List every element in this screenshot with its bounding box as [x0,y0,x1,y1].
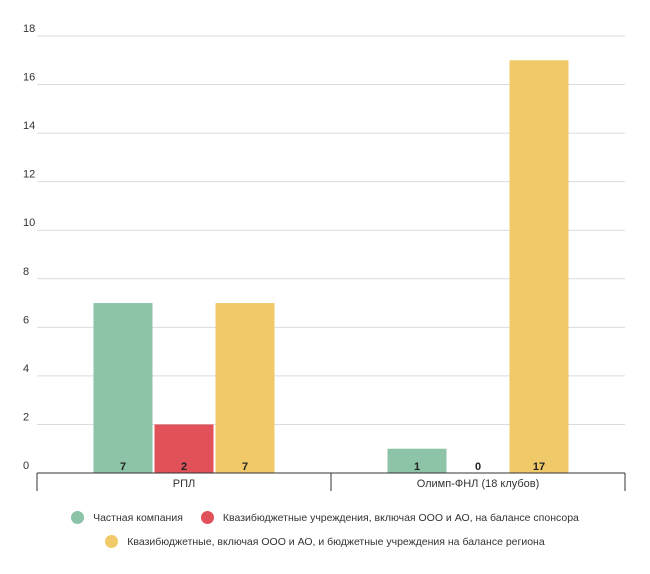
legend-swatch-private [71,511,85,524]
y-tick-label: 8 [23,266,29,278]
x-tick-label: РПЛ [173,478,195,490]
data-label: 17 [533,461,545,473]
legend-swatch-region [105,535,119,548]
bar [154,424,214,473]
legend-label-private: Частная компания [93,511,183,524]
bar [215,303,275,473]
data-label: 1 [414,461,420,473]
y-tick-label: 2 [23,411,29,423]
legend-label-region: Квазибюджетные, включая ООО и АО, и бюдж… [127,535,545,548]
data-label: 7 [242,461,248,473]
y-tick-label: 10 [23,217,35,229]
bars: 7 2 7 1 0 17 [93,60,569,474]
y-axis-ticks: 0 2 4 6 8 10 12 14 16 18 [23,23,35,472]
x-tick-label: Олимп-ФНЛ (18 клубов) [417,478,540,490]
bar [93,303,153,473]
data-label: 2 [181,461,187,473]
y-tick-label: 12 [23,169,35,181]
legend-item-region: Квазибюджетные, включая ООО и АО, и бюдж… [105,535,545,548]
y-tick-label: 18 [23,23,35,35]
y-tick-label: 16 [23,72,35,84]
x-axis: РПЛ Олимп-ФНЛ (18 клубов) [36,472,626,491]
legend-swatch-sponsor [200,511,214,524]
y-tick-label: 4 [23,363,29,375]
y-tick-label: 14 [23,120,35,132]
bar [387,448,447,473]
y-tick-label: 6 [23,314,29,326]
legend-label-sponsor: Квазибюджетные учреждения, включая ООО и… [222,511,579,524]
legend-row-1: Частная компания Квазибюджетные учрежден… [0,511,650,524]
y-tick-label: 0 [23,460,29,472]
data-label: 0 [475,461,481,473]
legend-row-2: Квазибюджетные, включая ООО и АО, и бюдж… [0,535,650,548]
bar [509,60,569,474]
data-label: 7 [120,461,126,473]
legend-item-sponsor: Квазибюджетные учреждения, включая ООО и… [200,511,579,524]
legend-item-private: Частная компания [71,511,183,524]
